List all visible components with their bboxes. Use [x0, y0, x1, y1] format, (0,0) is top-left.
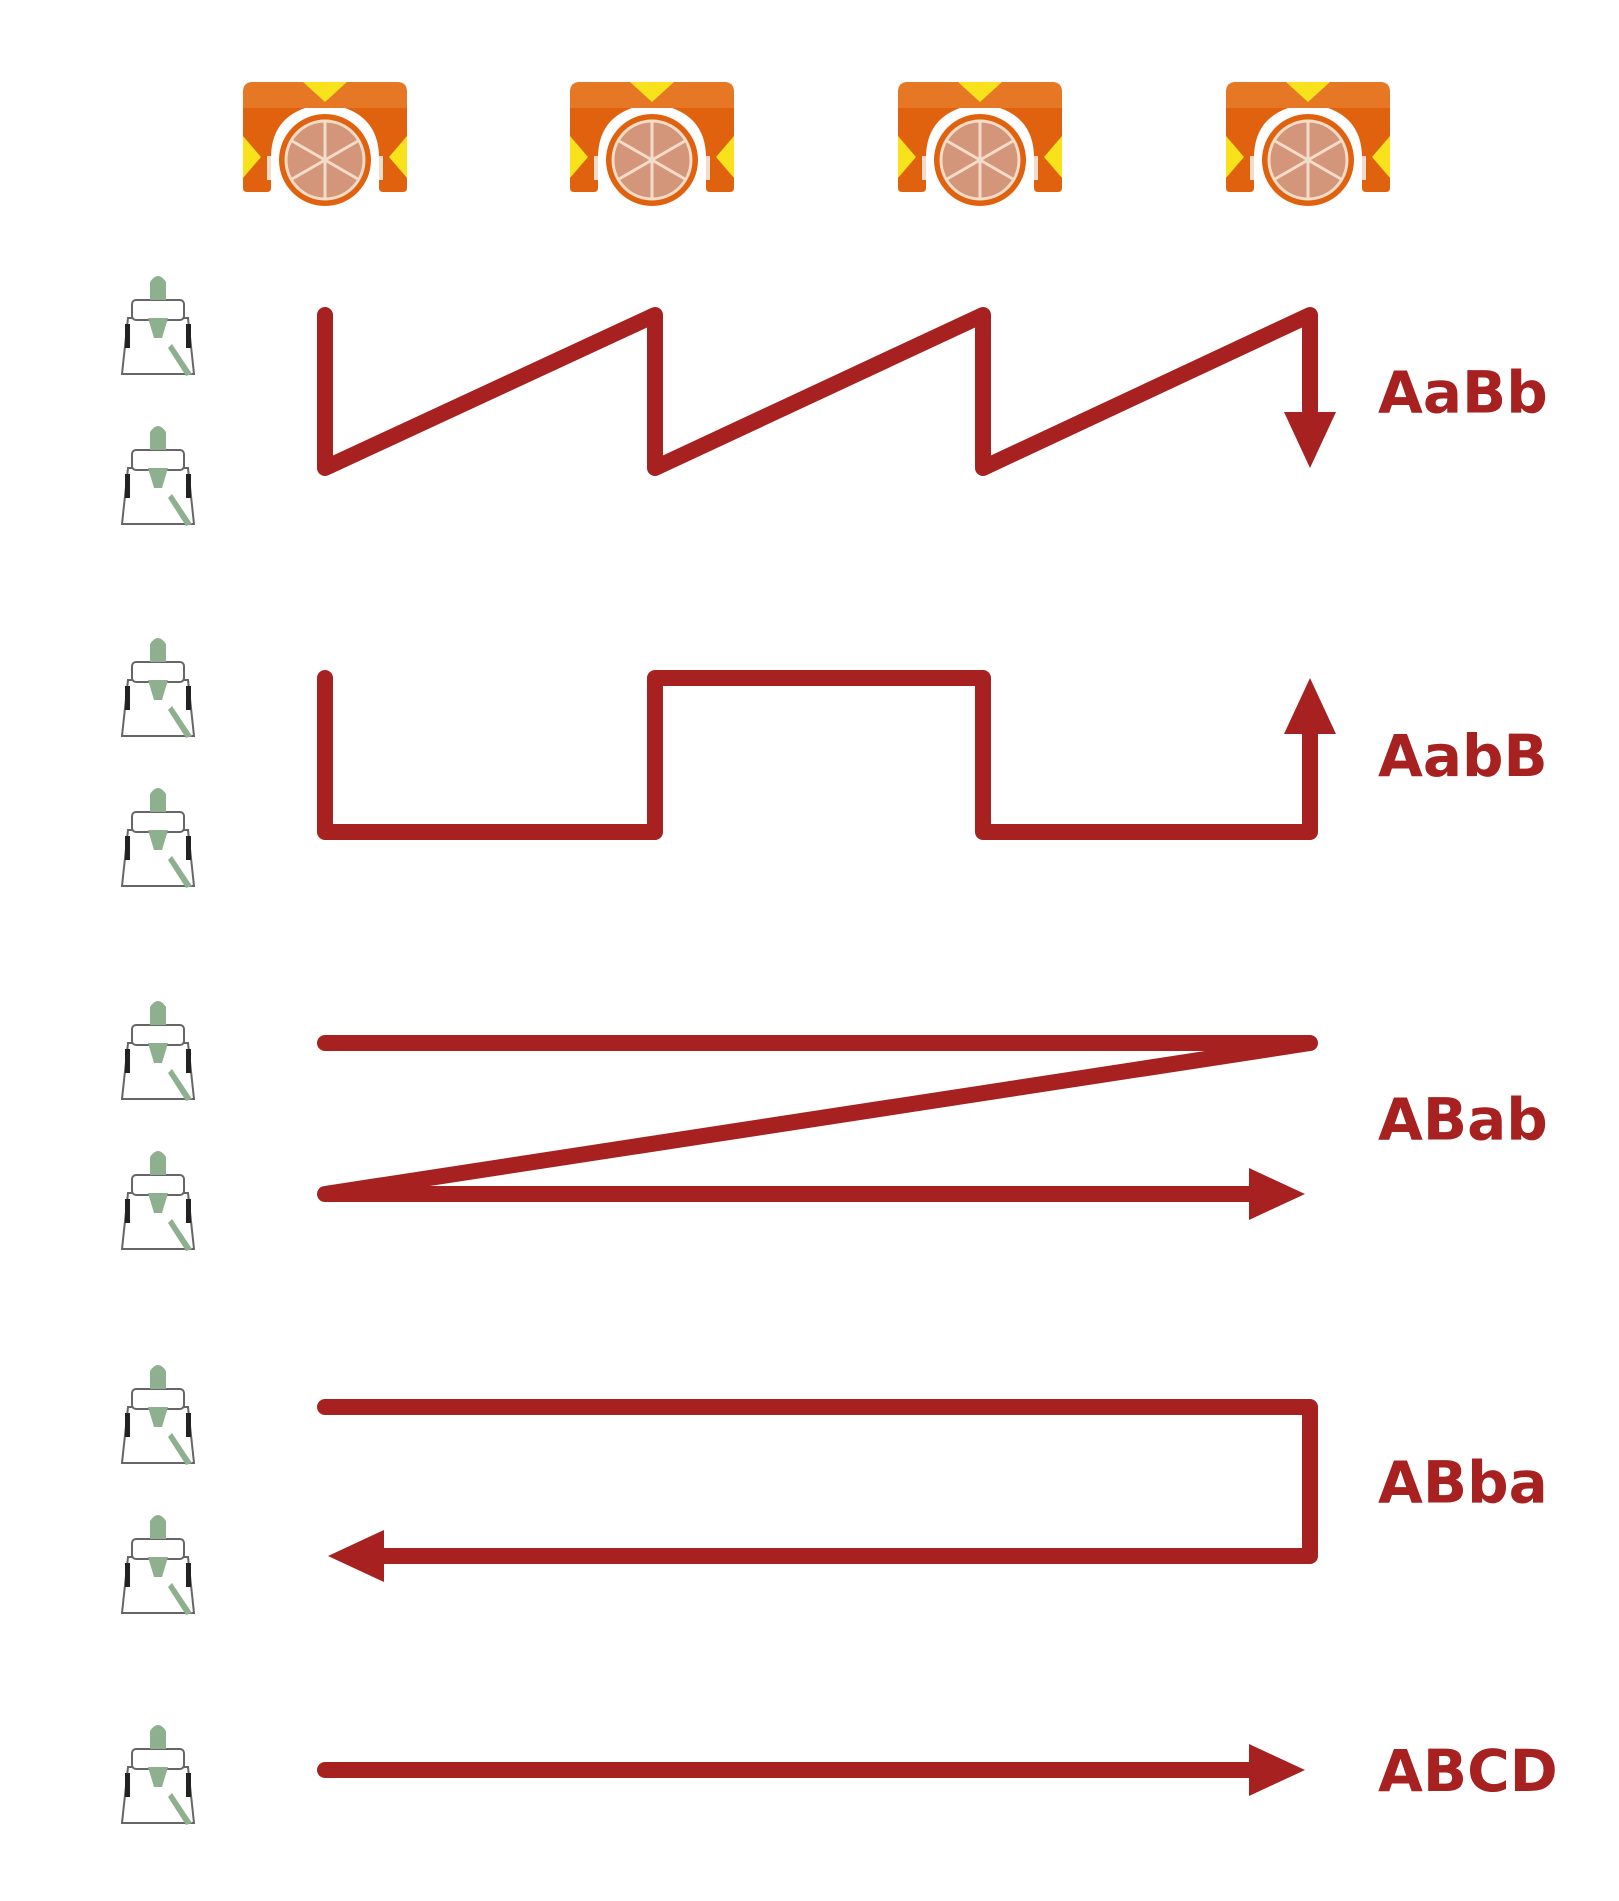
prism-target-icon — [241, 80, 409, 208]
sequence-label: ABCD — [1378, 1737, 1558, 1805]
arrow-head-icon — [1249, 1744, 1305, 1796]
total-station-icon — [121, 1514, 195, 1616]
total-station-icon — [121, 1724, 195, 1826]
sequence-path — [317, 307, 1318, 476]
sequence-row-aabb: AabB — [121, 637, 1548, 889]
total-station-icon — [121, 1364, 195, 1466]
sequence-label: AaBb — [1378, 359, 1548, 427]
total-station-icon — [121, 1000, 195, 1102]
sequence-rows: AaBb AabB ABab ABba ABCD — [121, 275, 1558, 1826]
sequence-row-abcd: ABCD — [121, 1724, 1558, 1826]
sequence-path — [317, 1035, 1318, 1202]
prism-target-icon — [568, 80, 736, 208]
sequence-path — [317, 670, 1318, 840]
total-station-icon — [121, 1150, 195, 1252]
arrow-head-icon — [1284, 412, 1336, 468]
arrow-head-icon — [1249, 1168, 1305, 1220]
sequence-label: AabB — [1378, 722, 1548, 790]
total-station-icon — [121, 787, 195, 889]
prism-target-icon — [1224, 80, 1392, 208]
arrow-head-icon — [1284, 678, 1336, 734]
sequence-row-abba: ABba — [121, 1364, 1548, 1616]
sequence-path — [317, 1399, 1318, 1564]
prism-row — [241, 80, 1392, 208]
total-station-icon — [121, 275, 195, 377]
arrow-head-icon — [328, 1530, 384, 1582]
sequence-label: ABba — [1378, 1449, 1548, 1517]
sequence-label: ABab — [1378, 1086, 1548, 1154]
sequence-row-aabb: AaBb — [121, 275, 1548, 527]
prism-target-icon — [896, 80, 1064, 208]
sequence-row-abab: ABab — [121, 1000, 1548, 1252]
total-station-icon — [121, 425, 195, 527]
total-station-icon — [121, 637, 195, 739]
